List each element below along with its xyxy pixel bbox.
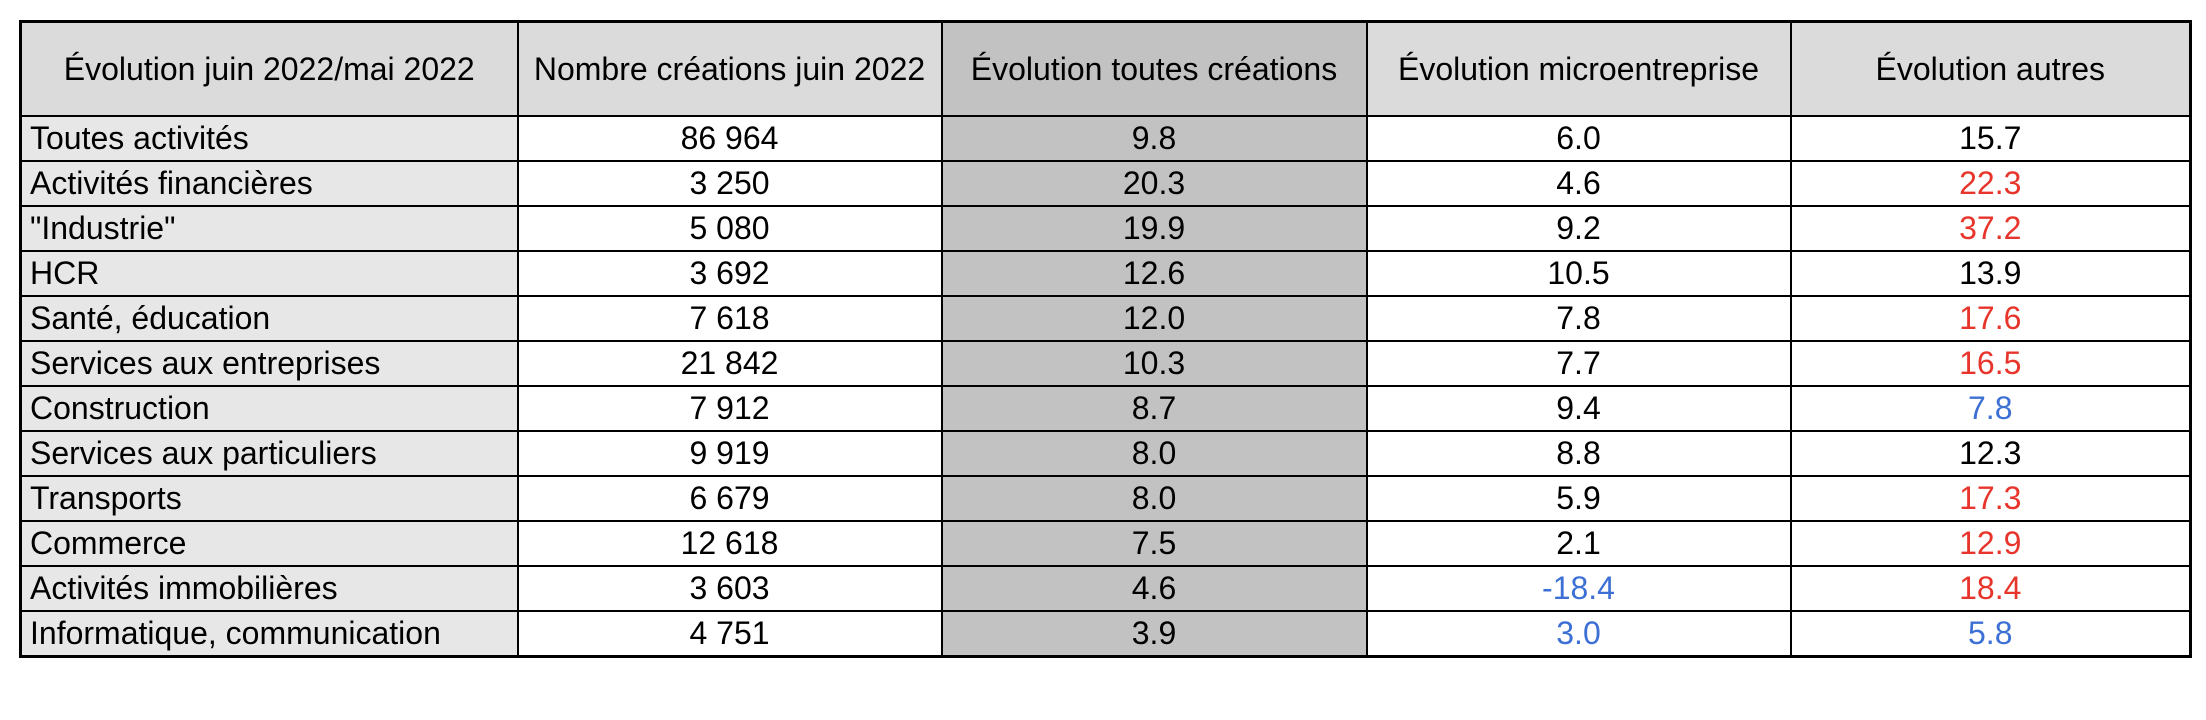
value-cell: 8.7 [940,385,1368,432]
value-cell: 7.8 [1789,385,2192,432]
row-label-cell: Services aux entreprises [19,340,519,387]
value-cell: 6 679 [516,475,943,522]
table-row: Activités financières 3 250 20.3 4.6 22.3 [19,160,2192,207]
header-row: Évolution juin 2022/mai 2022 Nombre créat… [19,20,2192,117]
table-row: Services aux entreprises 21 842 10.3 7.7 16.… [19,340,2192,387]
table-row: "Industrie" 5 080 19.9 9.2 37.2 [19,205,2192,252]
value-cell: -18.4 [1365,565,1792,612]
table-row: Santé, éducation 7 618 12.0 7.8 17.6 [19,295,2192,342]
column-header-1: Évolution juin 2022/mai 2022 [19,20,519,117]
value-cell: 12.6 [940,250,1368,297]
value-cell: 12.3 [1789,430,2192,477]
column-header-4: Évolution microentreprise [1365,20,1792,117]
value-cell: 5 080 [516,205,943,252]
value-cell: 21 842 [516,340,943,387]
column-header-5: Évolution autres [1789,20,2192,117]
value-cell: 3 603 [516,565,943,612]
value-cell: 22.3 [1789,160,2192,207]
value-cell: 10.5 [1365,250,1792,297]
table-row: Activités immobilières 3 603 4.6 -18.4 18.4 [19,565,2192,612]
value-cell: 7 618 [516,295,943,342]
value-cell: 10.3 [940,340,1368,387]
value-cell: 17.3 [1789,475,2192,522]
value-cell: 19.9 [940,205,1368,252]
value-cell: 3 692 [516,250,943,297]
table-row: Informatique, communication 4 751 3.9 3.0 5.… [19,610,2192,657]
table-row: Construction 7 912 8.7 9.4 7.8 [19,385,2192,432]
value-cell: 7.5 [940,520,1368,567]
table-row: Services aux particuliers 9 919 8.0 8.8 12.3 [19,430,2192,477]
value-cell: 12.0 [940,295,1368,342]
value-cell: 17.6 [1789,295,2192,342]
value-cell: 20.3 [940,160,1368,207]
column-header-3: Évolution toutes créations [940,20,1368,117]
value-cell: 8.8 [1365,430,1792,477]
row-label-cell: Toutes activités [19,115,519,162]
value-cell: 3.0 [1365,610,1792,657]
value-cell: 13.9 [1789,250,2192,297]
value-cell: 12 618 [516,520,943,567]
value-cell: 8.0 [940,430,1368,477]
value-cell: 7.8 [1365,295,1792,342]
row-label-cell: Construction [19,385,519,432]
value-cell: 4.6 [1365,160,1792,207]
value-cell: 8.0 [940,475,1368,522]
row-label-cell: HCR [19,250,519,297]
evolution-table: Évolution juin 2022/mai 2022 Nombre créat… [19,20,2192,658]
value-cell: 86 964 [516,115,943,162]
value-cell: 7.7 [1365,340,1792,387]
value-cell: 3.9 [940,610,1368,657]
row-label-cell: "Industrie" [19,205,519,252]
table-row: Toutes activités 86 964 9.8 6.0 15.7 [19,115,2192,162]
row-label-cell: Transports [19,475,519,522]
value-cell: 2.1 [1365,520,1792,567]
value-cell: 9.4 [1365,385,1792,432]
value-cell: 4.6 [940,565,1368,612]
row-label-cell: Santé, éducation [19,295,519,342]
value-cell: 6.0 [1365,115,1792,162]
value-cell: 5.9 [1365,475,1792,522]
value-cell: 16.5 [1789,340,2192,387]
value-cell: 12.9 [1789,520,2192,567]
value-cell: 5.8 [1789,610,2192,657]
row-label-cell: Activités financières [19,160,519,207]
row-label-cell: Commerce [19,520,519,567]
row-label-cell: Informatique, communication [19,610,519,657]
value-cell: 37.2 [1789,205,2192,252]
value-cell: 7 912 [516,385,943,432]
value-cell: 3 250 [516,160,943,207]
table-row: Transports 6 679 8.0 5.9 17.3 [19,475,2192,522]
table-row: Commerce 12 618 7.5 2.1 12.9 [19,520,2192,567]
column-header-2: Nombre créations juin 2022 [516,20,943,117]
value-cell: 9.8 [940,115,1368,162]
value-cell: 4 751 [516,610,943,657]
row-label-cell: Activités immobilières [19,565,519,612]
table-row: HCR 3 692 12.6 10.5 13.9 [19,250,2192,297]
value-cell: 9 919 [516,430,943,477]
value-cell: 9.2 [1365,205,1792,252]
row-label-cell: Services aux particuliers [19,430,519,477]
value-cell: 15.7 [1789,115,2192,162]
value-cell: 18.4 [1789,565,2192,612]
